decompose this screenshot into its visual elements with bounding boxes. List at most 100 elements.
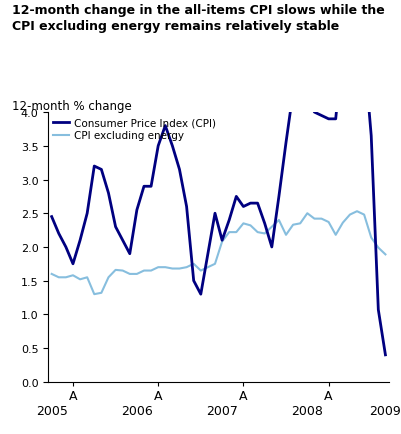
- Text: 2005: 2005: [36, 404, 68, 417]
- CPI excluding energy: [277, 218, 282, 223]
- Consumer Price Index (CPI): [128, 251, 132, 256]
- Consumer Price Index (CPI): [120, 238, 125, 243]
- CPI excluding energy: [71, 273, 75, 278]
- CPI excluding energy: [234, 230, 239, 235]
- CPI excluding energy: [348, 213, 352, 218]
- Consumer Price Index (CPI): [49, 214, 54, 220]
- Consumer Price Index (CPI): [362, 49, 367, 55]
- Consumer Price Index (CPI): [255, 201, 260, 206]
- Text: 2007: 2007: [206, 404, 238, 417]
- Consumer Price Index (CPI): [57, 231, 61, 237]
- Consumer Price Index (CPI): [305, 93, 310, 99]
- Text: 2008: 2008: [292, 404, 323, 417]
- CPI excluding energy: [184, 265, 189, 270]
- CPI excluding energy: [333, 233, 338, 238]
- Text: 2006: 2006: [121, 404, 153, 417]
- CPI excluding energy: [227, 230, 232, 235]
- Consumer Price Index (CPI): [312, 110, 317, 115]
- Consumer Price Index (CPI): [113, 225, 118, 230]
- CPI excluding energy: [376, 246, 381, 251]
- Consumer Price Index (CPI): [291, 90, 296, 95]
- CPI excluding energy: [63, 275, 68, 280]
- CPI excluding energy: [284, 233, 288, 238]
- Consumer Price Index (CPI): [262, 221, 267, 227]
- Text: 2009: 2009: [370, 404, 401, 417]
- Consumer Price Index (CPI): [277, 194, 282, 200]
- CPI excluding energy: [149, 268, 154, 273]
- Consumer Price Index (CPI): [149, 184, 154, 189]
- CPI excluding energy: [78, 277, 83, 282]
- CPI excluding energy: [213, 262, 217, 267]
- CPI excluding energy: [99, 290, 104, 296]
- Consumer Price Index (CPI): [340, 43, 345, 48]
- Consumer Price Index (CPI): [383, 352, 388, 358]
- CPI excluding energy: [85, 275, 89, 280]
- CPI excluding energy: [291, 223, 296, 228]
- Consumer Price Index (CPI): [85, 211, 89, 216]
- CPI excluding energy: [262, 231, 267, 237]
- CPI excluding energy: [298, 221, 303, 227]
- CPI excluding energy: [255, 230, 260, 235]
- Consumer Price Index (CPI): [63, 245, 68, 250]
- CPI excluding energy: [142, 268, 146, 273]
- CPI excluding energy: [156, 265, 160, 270]
- Consumer Price Index (CPI): [106, 191, 111, 196]
- Consumer Price Index (CPI): [298, 104, 303, 109]
- CPI excluding energy: [163, 265, 168, 270]
- Text: 12-month change in the all-items CPI slows while the
CPI excluding energy remain: 12-month change in the all-items CPI slo…: [12, 4, 385, 33]
- CPI excluding energy: [220, 240, 225, 245]
- Consumer Price Index (CPI): [241, 204, 246, 210]
- Text: 12-month % change: 12-month % change: [12, 100, 132, 113]
- Consumer Price Index (CPI): [227, 218, 232, 223]
- Line: CPI excluding energy: CPI excluding energy: [52, 212, 385, 294]
- Consumer Price Index (CPI): [163, 124, 168, 129]
- CPI excluding energy: [369, 235, 374, 240]
- CPI excluding energy: [92, 292, 97, 297]
- CPI excluding energy: [106, 275, 111, 280]
- Legend: Consumer Price Index (CPI), CPI excluding energy: Consumer Price Index (CPI), CPI excludin…: [53, 118, 216, 141]
- Consumer Price Index (CPI): [134, 208, 139, 213]
- CPI excluding energy: [383, 252, 388, 257]
- CPI excluding energy: [120, 268, 125, 273]
- Consumer Price Index (CPI): [234, 194, 239, 200]
- CPI excluding energy: [191, 262, 196, 267]
- CPI excluding energy: [340, 220, 345, 226]
- Consumer Price Index (CPI): [213, 211, 217, 216]
- Consumer Price Index (CPI): [348, 3, 352, 8]
- CPI excluding energy: [305, 211, 310, 216]
- Consumer Price Index (CPI): [369, 134, 374, 139]
- Consumer Price Index (CPI): [191, 279, 196, 284]
- CPI excluding energy: [269, 225, 274, 230]
- CPI excluding energy: [49, 272, 54, 277]
- CPI excluding energy: [113, 268, 118, 273]
- Consumer Price Index (CPI): [319, 114, 324, 119]
- CPI excluding energy: [205, 265, 210, 270]
- CPI excluding energy: [326, 220, 331, 225]
- Consumer Price Index (CPI): [99, 168, 104, 173]
- CPI excluding energy: [319, 217, 324, 222]
- CPI excluding energy: [362, 213, 367, 218]
- Consumer Price Index (CPI): [248, 201, 253, 206]
- Consumer Price Index (CPI): [184, 204, 189, 210]
- Consumer Price Index (CPI): [71, 262, 75, 267]
- CPI excluding energy: [198, 268, 203, 273]
- CPI excluding energy: [57, 275, 61, 280]
- Consumer Price Index (CPI): [376, 307, 381, 312]
- Consumer Price Index (CPI): [284, 141, 288, 146]
- CPI excluding energy: [248, 223, 253, 228]
- Consumer Price Index (CPI): [354, 16, 359, 21]
- Consumer Price Index (CPI): [170, 144, 175, 149]
- CPI excluding energy: [128, 272, 132, 277]
- Consumer Price Index (CPI): [142, 184, 146, 189]
- Consumer Price Index (CPI): [198, 292, 203, 297]
- Consumer Price Index (CPI): [92, 164, 97, 169]
- Consumer Price Index (CPI): [156, 144, 160, 149]
- Consumer Price Index (CPI): [333, 117, 338, 122]
- Consumer Price Index (CPI): [78, 238, 83, 243]
- CPI excluding energy: [177, 266, 182, 272]
- Consumer Price Index (CPI): [205, 251, 210, 256]
- Consumer Price Index (CPI): [326, 117, 331, 122]
- Line: Consumer Price Index (CPI): Consumer Price Index (CPI): [52, 5, 385, 355]
- CPI excluding energy: [134, 272, 139, 277]
- CPI excluding energy: [241, 221, 246, 227]
